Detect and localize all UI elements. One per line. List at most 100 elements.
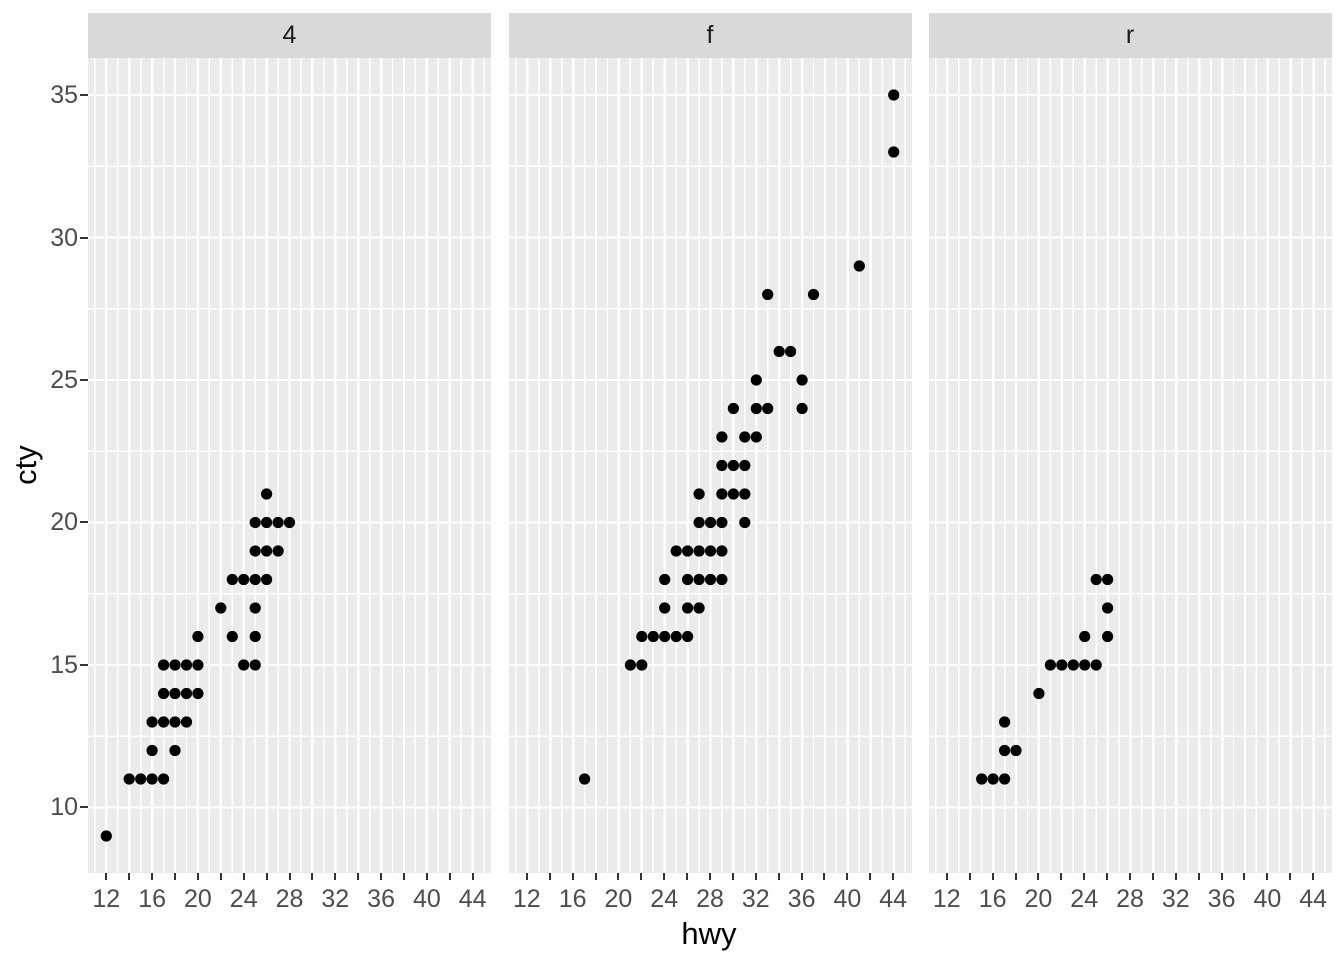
data-point	[750, 402, 762, 415]
x-axis-tick-label: 32	[1161, 885, 1190, 913]
x-axis-tick	[945, 873, 948, 880]
x-axis-tick	[1174, 873, 1177, 880]
x-axis-tick-label: 12	[512, 885, 541, 913]
x-axis-tick	[686, 873, 689, 880]
y-axis-title: cty	[8, 445, 43, 485]
x-axis-tick-label: 12	[92, 885, 121, 913]
data-point	[1044, 659, 1056, 671]
data-point	[998, 716, 1010, 728]
data-point	[635, 630, 647, 643]
data-point	[807, 288, 819, 301]
data-point	[192, 687, 204, 700]
data-point	[647, 630, 659, 643]
data-point	[1078, 659, 1090, 671]
data-point	[169, 744, 181, 757]
data-point	[796, 402, 808, 415]
x-axis-tick	[380, 873, 383, 880]
x-axis-tick	[1083, 873, 1086, 880]
data-point	[1090, 659, 1102, 671]
data-point	[704, 573, 716, 586]
x-axis-tick-label: 20	[1024, 885, 1053, 913]
data-point	[784, 345, 796, 358]
x-axis-tick-label: 16	[978, 885, 1007, 913]
data-point	[249, 573, 261, 586]
data-point	[738, 516, 750, 529]
data-point	[715, 459, 727, 472]
x-axis-tick-label: 40	[1253, 885, 1282, 913]
x-axis-tick	[594, 873, 597, 880]
x-axis-tick	[663, 873, 666, 880]
data-point	[681, 602, 693, 614]
x-axis-tick-label: 44	[1299, 885, 1328, 913]
data-point	[158, 716, 170, 728]
data-point	[1101, 630, 1113, 643]
x-axis-tick-label: 44	[879, 885, 908, 913]
data-point	[750, 431, 762, 443]
data-point	[261, 516, 273, 529]
x-axis-tick	[525, 873, 528, 880]
data-point	[624, 659, 636, 671]
x-axis-tick	[640, 873, 643, 880]
data-point	[169, 716, 181, 728]
data-point	[693, 516, 705, 529]
x-axis-tick	[334, 873, 337, 880]
x-axis-tick-label: 36	[367, 885, 395, 913]
x-axis-tick	[402, 873, 405, 880]
data-point	[261, 545, 273, 557]
x-axis-tick	[709, 873, 711, 880]
data-point	[715, 545, 727, 557]
y-axis-tick-label: 10	[50, 793, 78, 822]
data-point	[135, 773, 147, 785]
data-point	[1032, 687, 1044, 700]
x-axis-tick	[196, 873, 199, 880]
x-axis-tick	[1060, 873, 1063, 880]
facet-panel-f	[508, 58, 912, 873]
x-axis-tick-label: 24	[229, 885, 258, 913]
y-axis-tick	[80, 806, 88, 809]
data-point	[998, 744, 1010, 757]
data-point	[226, 573, 238, 586]
data-point	[887, 146, 899, 158]
y-axis-tick	[80, 94, 88, 97]
x-axis-tick-label: 24	[650, 885, 679, 913]
x-axis-tick	[1037, 873, 1040, 880]
data-point	[887, 89, 899, 101]
data-point	[249, 630, 261, 643]
data-point	[1101, 573, 1113, 586]
x-axis-tick	[471, 873, 474, 880]
data-point	[1101, 602, 1113, 614]
data-point	[249, 602, 261, 614]
x-axis-tick	[1243, 873, 1246, 880]
facet-strip-4: 4	[88, 13, 491, 58]
data-point	[158, 687, 170, 700]
data-point	[261, 573, 273, 586]
data-point	[738, 431, 750, 443]
data-point	[578, 773, 590, 785]
data-point	[180, 687, 193, 700]
y-axis-tick-label: 30	[50, 223, 78, 252]
x-axis-tick	[448, 873, 451, 880]
data-point	[681, 630, 693, 643]
x-axis-tick	[617, 873, 620, 880]
x-axis-tick	[1014, 873, 1017, 880]
data-point	[704, 545, 716, 557]
data-point	[146, 716, 158, 728]
x-axis-tick	[754, 873, 757, 880]
x-axis-tick	[777, 873, 780, 880]
x-axis-tick-label: 44	[458, 885, 487, 913]
data-point	[761, 402, 773, 415]
x-axis-tick-label: 32	[321, 885, 350, 913]
x-axis-tick	[1129, 873, 1131, 880]
data-point	[249, 516, 261, 529]
data-point	[180, 716, 193, 728]
y-axis-tick	[80, 521, 88, 524]
y-axis-tick-label: 15	[50, 650, 78, 679]
data-point	[1067, 659, 1079, 671]
y-axis-tick	[80, 379, 88, 381]
data-point	[283, 516, 296, 529]
x-axis-tick-label: 40	[833, 885, 862, 913]
y-axis-tick-label: 25	[50, 366, 78, 394]
x-axis-tick	[1151, 873, 1154, 880]
data-point	[681, 545, 693, 557]
